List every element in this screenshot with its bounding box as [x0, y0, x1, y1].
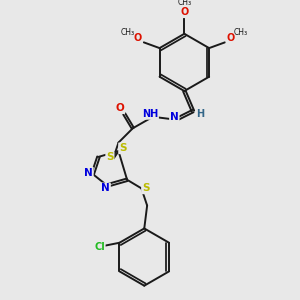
Text: CH₃: CH₃ — [234, 28, 248, 37]
Text: S: S — [142, 183, 149, 194]
Text: O: O — [180, 7, 188, 17]
Text: O: O — [134, 33, 142, 43]
Text: NH: NH — [142, 109, 158, 119]
Text: N: N — [84, 168, 93, 178]
Text: S: S — [119, 143, 127, 153]
Text: N: N — [101, 183, 110, 194]
Text: CH₃: CH₃ — [177, 0, 191, 7]
Text: H: H — [196, 109, 204, 119]
Text: S: S — [106, 152, 114, 162]
Text: Cl: Cl — [94, 242, 105, 252]
Text: O: O — [226, 33, 235, 43]
Text: O: O — [116, 103, 124, 113]
Text: N: N — [170, 112, 179, 122]
Text: CH₃: CH₃ — [121, 28, 135, 37]
